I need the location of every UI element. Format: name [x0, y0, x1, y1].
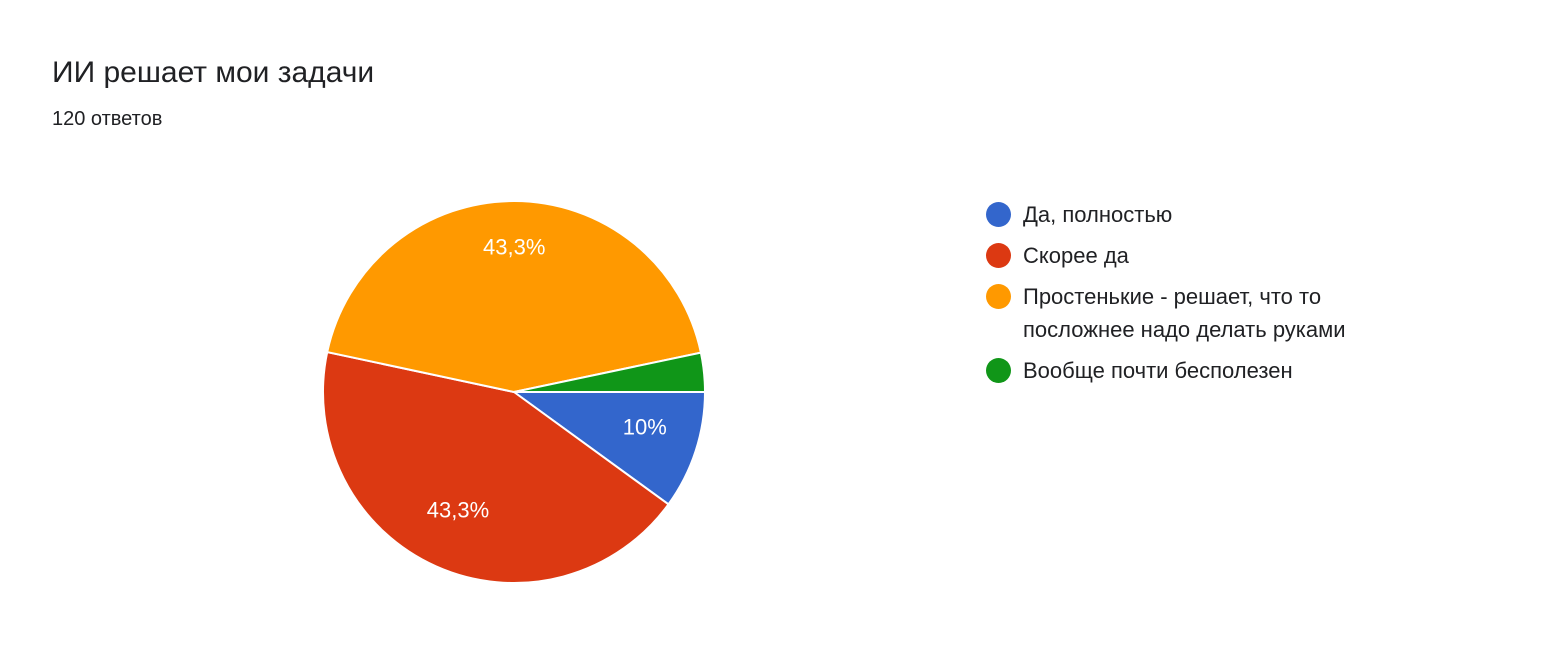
pie-slice[interactable]	[322, 350, 670, 584]
legend-item[interactable]: Скорее да	[986, 239, 1403, 272]
legend-swatch	[986, 284, 1011, 309]
response-count: 120 ответов	[52, 108, 163, 130]
legend-item[interactable]: Да, полностью	[986, 198, 1403, 231]
legend-label: Да, полностью	[1023, 202, 1173, 227]
legend-item[interactable]: Простенькие - решает, что то посложнее н…	[986, 280, 1403, 346]
legend: Да, полностью Скорее да Простенькие - ре…	[986, 198, 1403, 395]
pie-slice[interactable]	[510, 391, 707, 506]
pie-slice[interactable]	[513, 351, 707, 393]
slice-data-label: 10%	[623, 414, 667, 439]
legend-swatch	[986, 202, 1011, 227]
chart-title: ИИ решает мои задачи	[52, 56, 375, 89]
slice-data-label: 43,3%	[483, 234, 545, 259]
legend-swatch	[986, 243, 1011, 268]
legend-label: Простенькие - решает, что то посложнее н…	[1023, 284, 1346, 342]
pie-slice[interactable]	[326, 200, 703, 394]
legend-label: Скорее да	[1023, 243, 1129, 268]
legend-label: Вообще почти бесполезен	[1023, 358, 1293, 383]
legend-item[interactable]: Вообще почти бесполезен	[986, 354, 1403, 387]
slice-data-label: 43,3%	[427, 497, 489, 522]
legend-swatch	[986, 358, 1011, 383]
